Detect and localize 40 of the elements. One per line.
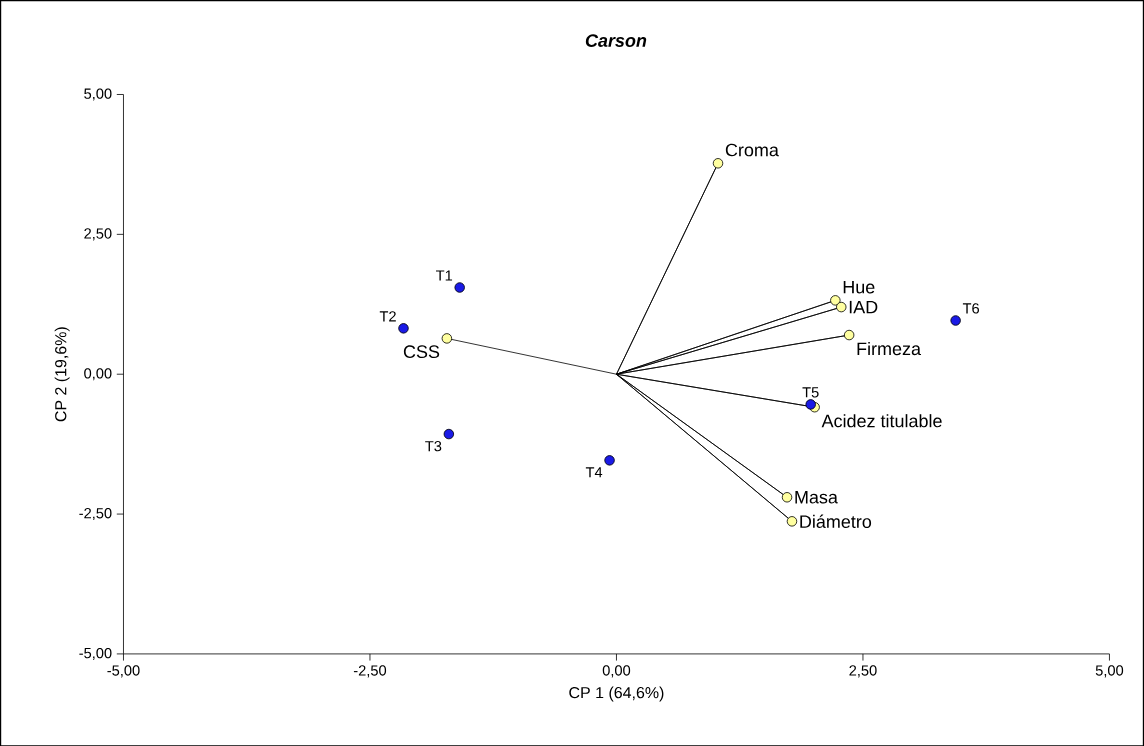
point [712,157,724,169]
annotation: T3 [425,440,442,452]
x-tick-label: 5,00 [1095,665,1124,678]
y-tick-label: 0,00 [84,367,112,381]
x-axis-title: CP 1 (64,6%) [569,686,664,702]
point [443,428,455,440]
point [786,515,798,527]
point [805,399,816,410]
point [836,301,847,313]
annotation: T2 [379,310,396,322]
x-tick-label: 0,00 [602,665,631,678]
y-tick-label: -5,00 [79,647,112,660]
annotation: Diámetro [800,514,872,528]
point [454,282,465,293]
point [604,454,615,466]
annotation: T6 [962,303,980,314]
point [441,333,453,344]
annotation: Croma [725,143,779,157]
chart-title: Carson [585,33,647,47]
annotation: T1 [436,270,453,281]
annotation: CSS [403,345,440,358]
annotation: Firmeza [857,341,922,355]
point [830,294,841,306]
point [950,315,961,326]
annotation: IAD [849,300,878,314]
x-tick-label: 2,50 [849,665,877,678]
y-axis-title: CP 2 (19,6%) [54,327,70,422]
y-tick-label: 2,50 [84,228,112,241]
y-tick-label: -2,50 [79,507,112,520]
annotation: Hue [843,280,875,294]
x-tick-label: -5,00 [107,665,140,678]
point [781,491,793,503]
point [398,322,409,334]
annotation: T5 [802,387,819,398]
y-tick-label: 5,00 [84,88,112,101]
x-tick-label: -2,50 [353,665,387,678]
point [843,329,855,341]
annotation: Acidez titulable [821,413,942,428]
annotation: Masa [795,490,838,504]
annotation: T4 [585,467,603,478]
